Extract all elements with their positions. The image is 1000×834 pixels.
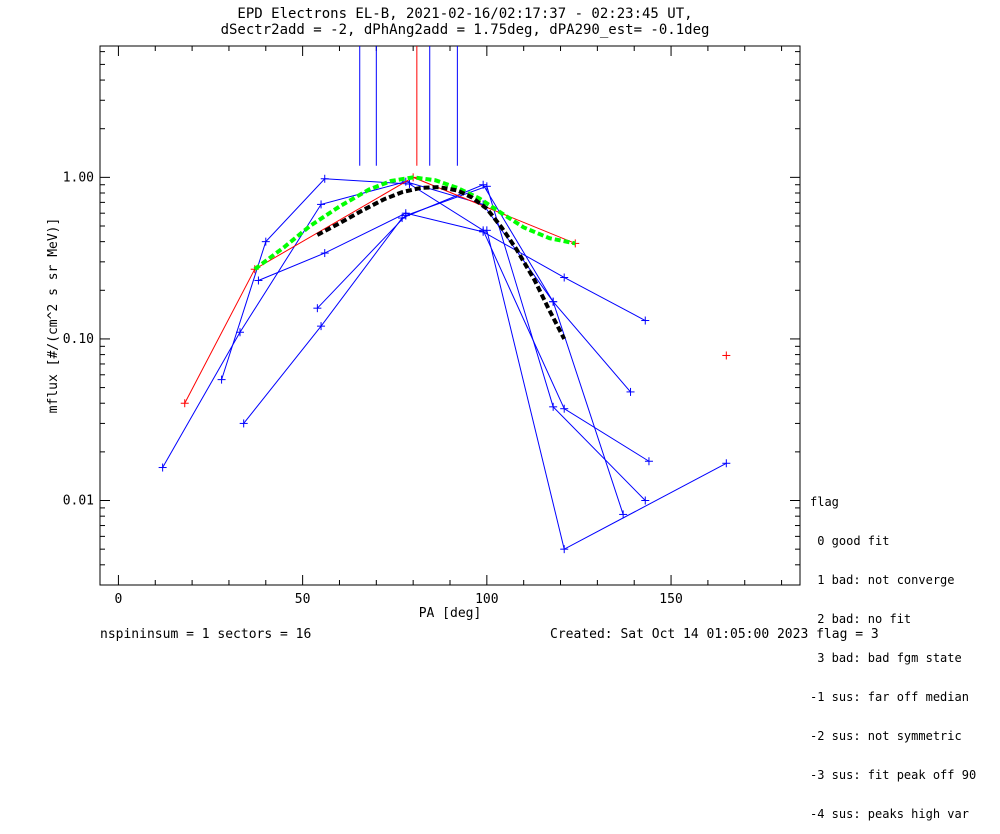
x-tick-label: 0 <box>115 592 123 607</box>
flag-legend: flag 0 good fit 1 bad: not converge 2 ba… <box>810 470 976 834</box>
flag-legend-title: flag <box>810 495 839 509</box>
flag-legend-item: -2 sus: not symmetric <box>810 729 962 743</box>
chart-title-line1: EPD Electrons EL-B, 2021-02-16/02:17:37 … <box>237 6 693 22</box>
green-fit-curve <box>253 175 576 271</box>
y-axis-label: mflux [#/(cm^2 s sr MeV)] <box>46 218 61 414</box>
x-tick-label: 150 <box>659 592 682 607</box>
chart-plot: 0 50 100 150 0.01 0.10 1.00 PA [deg] mflux [#/(c… <box>46 45 801 621</box>
flag-legend-item: -1 sus: far off median <box>810 690 969 704</box>
blue-series-line <box>243 184 631 424</box>
flag-legend-item: 2 bad: no fit <box>810 612 912 626</box>
red-series-line <box>184 176 576 404</box>
chart-title-line2: dSectr2add = -2, dPhAng2add = 1.75deg, d… <box>220 22 710 38</box>
plot-frame <box>99 45 801 586</box>
blue-series-line <box>486 230 727 550</box>
y-tick-label: 0.10 <box>63 332 94 347</box>
footer-left: nspininsum = 1 sectors = 16 <box>100 627 312 642</box>
flag-legend-item: -3 sus: fit peak off 90 <box>810 768 977 782</box>
x-axis-label: PA [deg] <box>419 606 482 621</box>
flag-legend-item: 3 bad: bad fgm state <box>810 651 962 665</box>
flag-legend-item: -4 sus: peaks high var <box>810 807 969 821</box>
x-tick-label: 50 <box>295 592 311 607</box>
x-tick-label: 100 <box>475 592 498 607</box>
black-fit-curve <box>316 185 566 340</box>
blue-series-line <box>317 185 646 501</box>
flag-legend-item: 1 bad: not converge <box>810 573 955 587</box>
blue-series-line <box>221 178 650 462</box>
y-tick-label: 0.01 <box>63 494 94 509</box>
blue-series-line <box>258 212 646 321</box>
y-tick-label: 1.00 <box>63 170 94 185</box>
footer-right: Created: Sat Oct 14 01:05:00 2023 flag =… <box>550 627 879 642</box>
flag-legend-item: 0 good fit <box>810 534 890 548</box>
